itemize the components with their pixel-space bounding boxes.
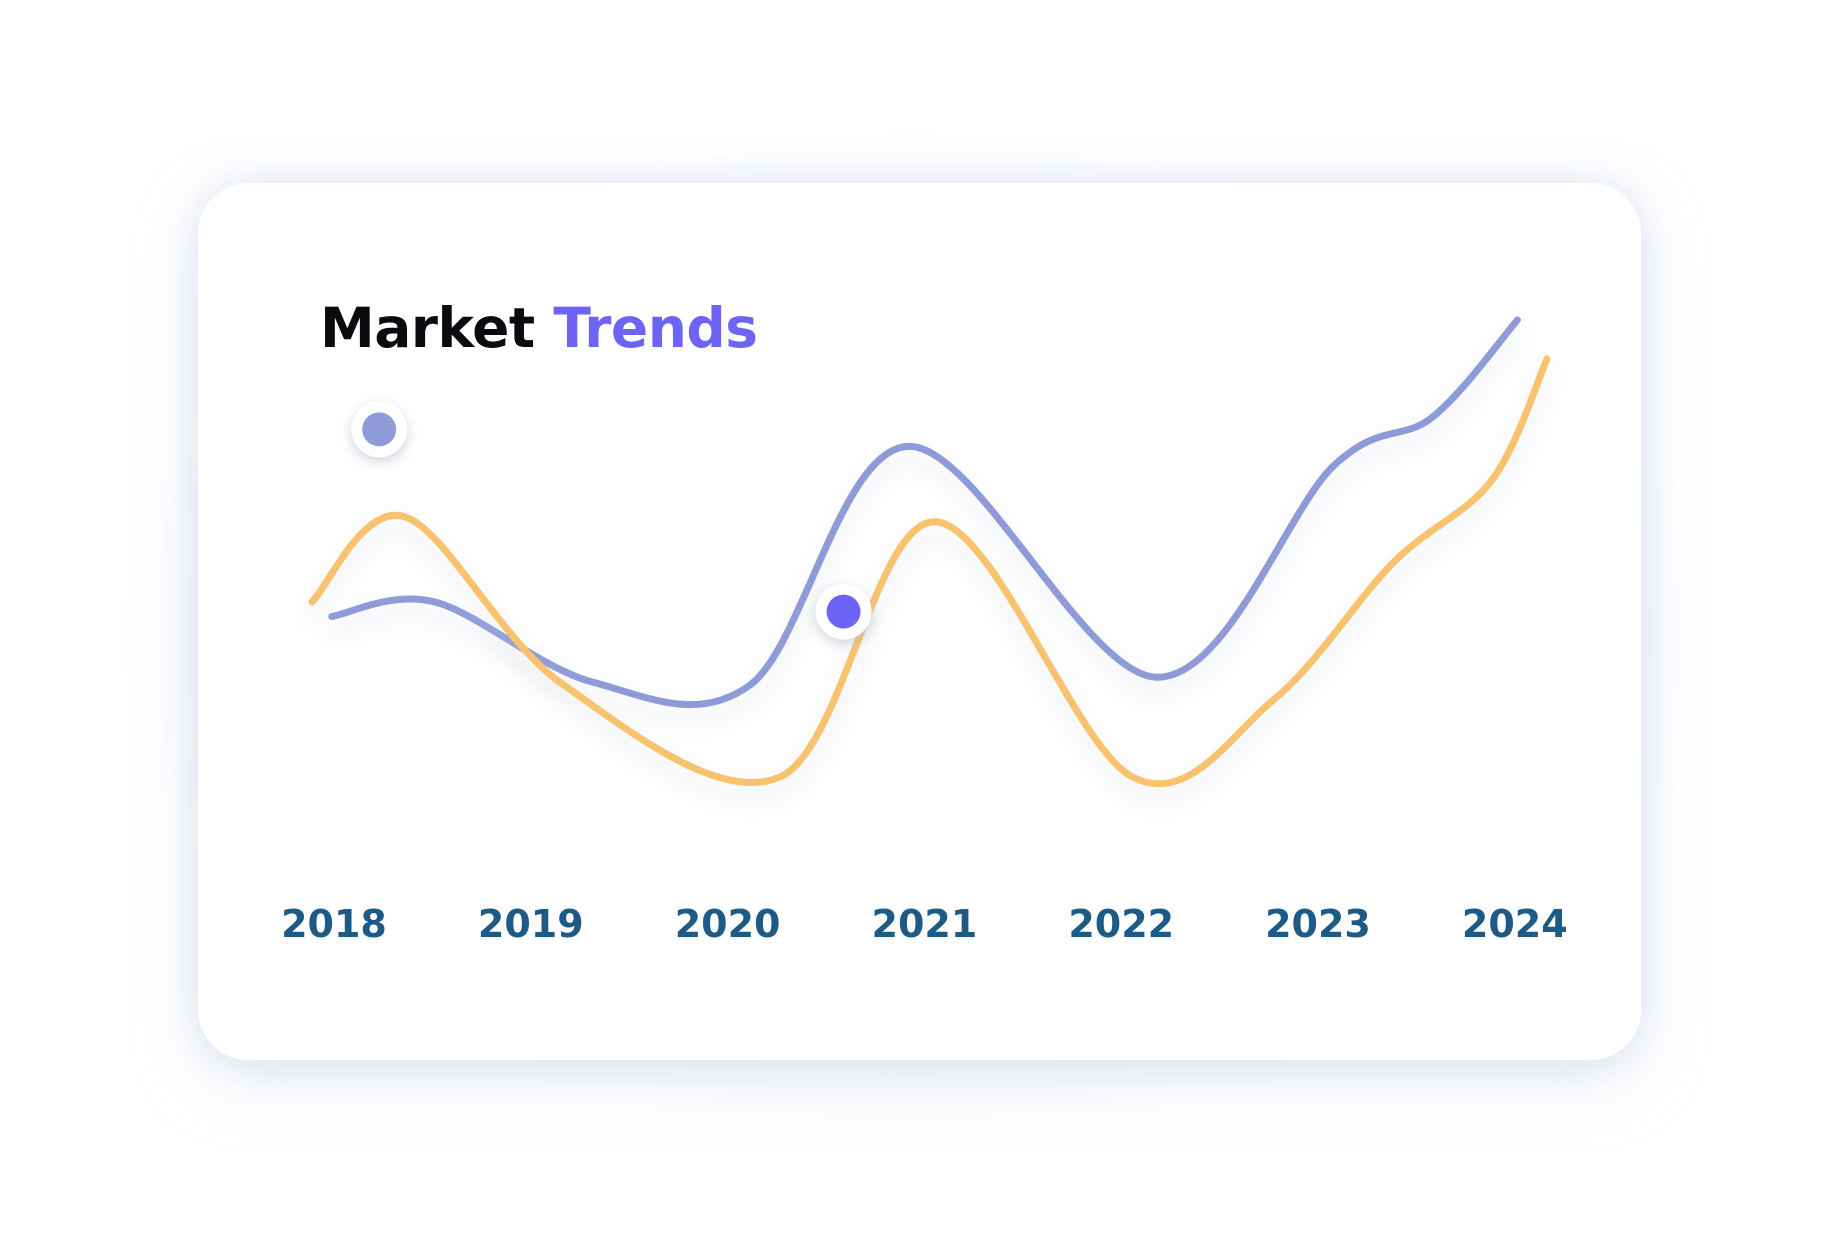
series-marker-2[interactable] <box>815 583 872 640</box>
series-line-2 <box>308 355 1551 788</box>
marker-layer <box>351 401 872 640</box>
series-line-1 <box>328 316 1521 709</box>
x-tick-label-2021: 2021 <box>872 902 978 946</box>
x-tick-label-2023: 2023 <box>1265 902 1371 946</box>
series-marker-1[interactable] <box>351 401 408 458</box>
series-layer <box>308 316 1551 788</box>
x-tick-label-2024: 2024 <box>1462 902 1568 946</box>
marker-dot <box>826 594 861 629</box>
chart-title-word-market: Market <box>320 296 535 360</box>
x-tick-label-2018: 2018 <box>281 902 387 946</box>
marker-dot <box>362 412 397 447</box>
chart-card <box>198 183 1641 1060</box>
x-tick-label-2019: 2019 <box>478 902 584 946</box>
chart-title: Market Trends <box>320 292 758 364</box>
x-tick-label-2022: 2022 <box>1068 902 1174 946</box>
x-tick-label-2020: 2020 <box>675 902 781 946</box>
x-axis: 2018 2019 2020 2021 2022 2023 2024 <box>281 902 1568 946</box>
chart-title-word-trends: Trends <box>553 296 758 360</box>
